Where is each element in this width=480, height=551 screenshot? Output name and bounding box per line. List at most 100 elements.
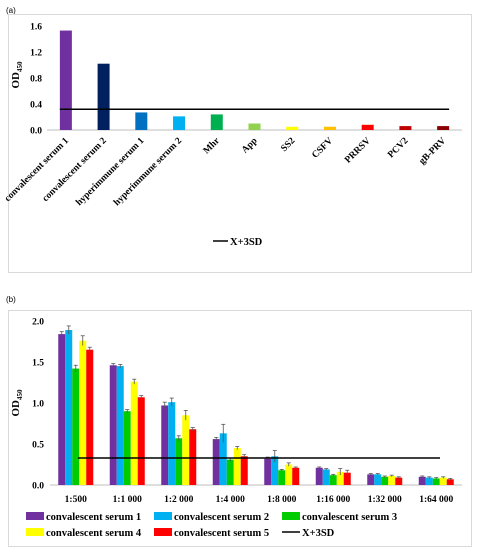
chart-a-bar <box>361 124 374 130</box>
chart-b-bar <box>137 397 145 485</box>
chart-b-bar <box>285 464 293 485</box>
chart-b-frame <box>8 310 472 547</box>
chart-b-bar <box>336 471 344 485</box>
chart-b-bar <box>439 477 447 485</box>
chart-b-legend-label: X+3SD <box>302 528 335 539</box>
chart-a-ytick: 1.6 <box>30 23 42 33</box>
chart-a-ytick: 0.4 <box>30 101 42 111</box>
chart-a-ytick: 1.2 <box>30 49 42 59</box>
chart-b-bar <box>240 456 248 485</box>
chart-b-bar <box>72 368 80 485</box>
chart-b-bar <box>212 439 220 485</box>
chart-b-bar <box>329 475 337 485</box>
chart-b-xtick: 1:64 000 <box>419 495 453 505</box>
chart-b-bar <box>271 456 279 485</box>
chart-a-bar <box>323 126 336 130</box>
chart-a-xtick: PRRSV <box>343 136 373 166</box>
chart-b-bar <box>86 349 94 485</box>
chart-b-xtick: 1:32 000 <box>368 495 402 505</box>
chart-b-bar <box>322 469 330 485</box>
chart-b-bar <box>367 474 375 485</box>
chart-b-bar <box>388 475 396 485</box>
chart-b-ylabel: OD450 <box>10 389 24 417</box>
chart-b-bar <box>381 476 389 485</box>
chart-a-xtick: SS2 <box>279 136 297 154</box>
chart-b-bar <box>264 458 272 485</box>
chart-b-bar <box>418 476 426 485</box>
chart-b-legend-label: convalescent serum 3 <box>302 512 397 523</box>
chart-a-xtick: gB-PRV <box>418 136 449 167</box>
chart-a-bar <box>173 116 186 130</box>
chart-a-xtick: App <box>240 136 259 155</box>
chart-b-legend-label: convalescent serum 5 <box>174 528 269 539</box>
chart-b-xtick: 1:2 000 <box>164 495 194 505</box>
chart-b-bar <box>343 472 351 485</box>
chart-b-bar <box>219 433 227 485</box>
chart-b-legend-swatch <box>26 528 44 536</box>
chart-b-bar <box>58 334 66 485</box>
chart-a-legend-label: X+3SD <box>230 237 263 248</box>
chart-b-bar <box>116 366 124 485</box>
chart-b-bar <box>161 405 169 485</box>
chart-b-bar <box>425 477 433 485</box>
chart-b-ytick: 1.5 <box>32 359 44 369</box>
chart-b-bar <box>432 478 440 485</box>
chart-b-bar <box>278 470 286 485</box>
chart-a-xtick: CSFV <box>310 136 335 161</box>
chart-b-xtick: 1:1 000 <box>113 495 143 505</box>
chart-a-xtick: convalescent serum 2 <box>41 136 109 204</box>
chart-b-bar <box>189 429 197 485</box>
chart-b-xtick: 1:16 000 <box>316 495 350 505</box>
chart-b-bar <box>182 415 190 485</box>
chart-a-xtick: Mhr <box>202 135 223 156</box>
chart-b-bar <box>130 381 138 485</box>
chart-a-ylabel: OD450 <box>10 61 24 89</box>
chart-b-bar <box>374 474 382 485</box>
chart-a-xtick: PCV2 <box>386 136 410 160</box>
chart-b-legend-swatch <box>282 512 300 520</box>
chart-b-ytick: 1.0 <box>32 400 44 410</box>
chart-a-bar <box>399 126 412 130</box>
chart-b-bar <box>446 479 454 485</box>
chart-b-xtick: 1:4 000 <box>216 495 246 505</box>
chart-b-legend-label: convalescent serum 4 <box>46 528 142 539</box>
chart-b-ytick: 2.0 <box>32 318 44 328</box>
chart-b-legend-swatch <box>154 512 172 520</box>
chart-b-bar <box>65 330 73 485</box>
chart-a-xtick: hyperimmune serum 2 <box>112 136 184 208</box>
chart-b-bar <box>395 477 403 485</box>
chart-b-xtick: 1:500 <box>65 495 87 505</box>
chart-a-bar <box>135 112 148 130</box>
chart-a-bar <box>59 30 72 130</box>
chart-a-xtick: convalescent serum 1 <box>3 136 71 204</box>
chart-b-bar <box>175 438 183 485</box>
chart-a-bar <box>437 126 450 130</box>
chart-a-bar <box>286 126 299 130</box>
chart-a-bar <box>248 123 261 130</box>
chart-a: OD450 0.0 0.4 0.8 1.2 1.6 convalescent serum … <box>3 14 472 273</box>
chart-b: OD450 0.0 0.5 1.0 1.5 2.0 1:500 1:1 000 1:2 000… <box>8 310 472 547</box>
chart-b-ytick: 0.5 <box>32 441 44 451</box>
chart-b-bar <box>292 467 300 485</box>
chart-b-bar <box>315 467 323 485</box>
chart-a-ytick: 0.8 <box>30 75 42 85</box>
chart-b-bar <box>123 411 131 485</box>
chart-b-bar <box>233 448 241 485</box>
chart-b-xtick: 1:8 000 <box>267 495 297 505</box>
chart-b-bar <box>79 340 87 485</box>
chart-a-ytick: 0.0 <box>30 127 42 137</box>
chart-b-bar <box>168 402 176 485</box>
chart-a-xtick: hyperimmune serum 1 <box>74 136 146 208</box>
chart-b-legend-label: convalescent serum 2 <box>174 512 269 523</box>
chart-b-bar <box>109 365 117 485</box>
chart-a-bar <box>97 63 110 131</box>
chart-b-legend-swatch <box>26 512 44 520</box>
panel-label-b: (b) <box>6 295 16 304</box>
chart-b-ytick: 0.0 <box>32 482 44 492</box>
chart-a-bar <box>210 114 223 130</box>
chart-a-frame <box>8 14 472 273</box>
chart-b-legend-swatch <box>154 528 172 536</box>
chart-b-bar <box>226 459 234 485</box>
chart-b-legend-label: convalescent serum 1 <box>46 512 141 523</box>
panel-label-a: (a) <box>6 6 16 15</box>
